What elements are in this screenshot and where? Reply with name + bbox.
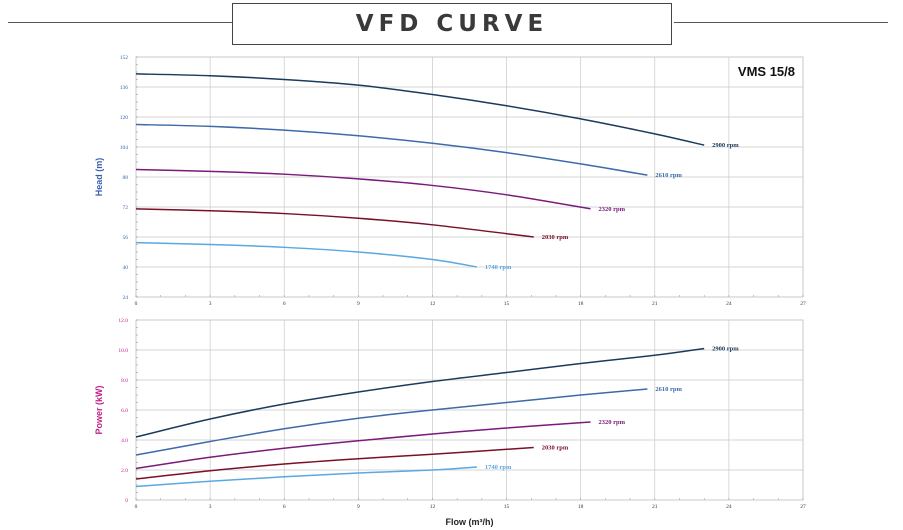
- power-series-2610-rpm: [135, 388, 648, 456]
- head-x-tick: 27: [800, 301, 806, 307]
- power-chart: 0 3 6 9 12 15 18 21 24 27 0 2.0 4.0 6.0 8.0 10.0 12.0 Pow…: [94, 318, 806, 527]
- power-series-label-2900-rpm: 2900 rpm: [712, 346, 739, 353]
- power-y-tick: 6.0: [121, 408, 128, 414]
- power-y-tick: 4.0: [121, 438, 128, 444]
- power-x-tick: 27: [800, 504, 806, 510]
- head-x-tick: 24: [726, 301, 732, 307]
- page-title: VFD CURVE: [355, 11, 549, 37]
- power-series-2900-rpm: [135, 347, 705, 438]
- head-series-label-2320-rpm: 2320 rpm: [599, 206, 626, 213]
- power-y-tick: 2.0: [121, 468, 128, 474]
- head-y-tick: 40: [123, 265, 129, 271]
- head-y-tick: 152: [120, 55, 129, 61]
- power-y-tick: 8.0: [121, 378, 128, 384]
- head-x-tick: 6: [283, 301, 286, 307]
- power-x-tick: 0: [135, 504, 138, 510]
- head-series-label-2030-rpm: 2030 rpm: [542, 234, 569, 241]
- power-y-tick: 10.0: [118, 348, 128, 354]
- title-rule-right: [674, 22, 888, 23]
- head-series-2610-rpm: [135, 123, 648, 176]
- head-y-tick: 120: [120, 115, 129, 121]
- title-rule-left: [8, 22, 232, 23]
- power-x-tick: 21: [652, 504, 658, 510]
- power-x-tick: 3: [209, 504, 212, 510]
- power-x-tick: 18: [578, 504, 584, 510]
- power-x-tick: 15: [504, 504, 510, 510]
- head-series-2320-rpm: [135, 168, 591, 210]
- head-y-tick: 24: [123, 295, 129, 301]
- head-x-tick: 0: [135, 301, 138, 307]
- head-series-2900-rpm: [135, 73, 705, 146]
- power-y-tick: 0: [125, 498, 128, 504]
- power-series-2030-rpm: [135, 446, 534, 480]
- power-x-tick: 9: [357, 504, 360, 510]
- power-x-tick: 6: [283, 504, 286, 510]
- head-series-label-2610-rpm: 2610 rpm: [655, 172, 682, 179]
- head-chart: 0 3 6 9 12 15 18 21 24 27 24 40 56 72 88 104 120 136 152 He…: [94, 55, 806, 307]
- head-y-tick: 56: [123, 235, 129, 241]
- head-x-tick: 18: [578, 301, 584, 307]
- head-series-2030-rpm: [135, 208, 534, 238]
- head-x-tick: 9: [357, 301, 360, 307]
- power-x-tick: 12: [430, 504, 436, 510]
- head-y-tick: 72: [123, 205, 129, 211]
- power-x-tick: 24: [726, 504, 732, 510]
- power-series-label-1740-rpm: 1740 rpm: [485, 464, 512, 471]
- head-series-label-2900-rpm: 2900 rpm: [712, 142, 739, 149]
- head-x-tick: 15: [504, 301, 510, 307]
- head-y-tick: 104: [120, 145, 129, 151]
- power-y-tick: 12.0: [118, 318, 128, 324]
- model-label: VMS 15/8: [738, 64, 795, 79]
- head-x-tick: 3: [209, 301, 212, 307]
- head-x-tick: 12: [430, 301, 436, 307]
- head-series-label-1740-rpm: 1740 rpm: [485, 264, 512, 271]
- power-series-label-2030-rpm: 2030 rpm: [542, 445, 569, 452]
- head-x-tick: 21: [652, 301, 658, 307]
- head-y-tick: 88: [123, 175, 129, 181]
- head-series-1740-rpm: [135, 241, 478, 268]
- power-series-2320-rpm: [135, 421, 591, 470]
- power-y-axis-label: Power (kW): [94, 385, 104, 434]
- power-series-label-2610-rpm: 2610 rpm: [655, 386, 682, 393]
- power-series-label-2320-rpm: 2320 rpm: [599, 419, 626, 426]
- power-series-1740-rpm: [135, 466, 477, 488]
- power-x-axis-label: Flow (m³/h): [446, 517, 494, 527]
- title-box: VFD CURVE: [232, 3, 672, 45]
- head-y-tick: 136: [120, 85, 129, 91]
- head-y-axis-label: Head (m): [94, 158, 104, 197]
